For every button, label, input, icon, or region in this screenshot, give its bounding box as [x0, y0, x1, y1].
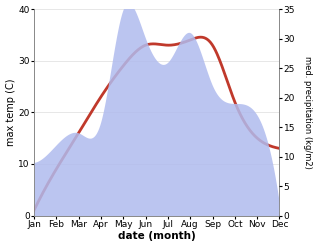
Y-axis label: max temp (C): max temp (C) — [5, 79, 16, 146]
X-axis label: date (month): date (month) — [118, 231, 196, 242]
Y-axis label: med. precipitation (kg/m2): med. precipitation (kg/m2) — [303, 56, 313, 169]
